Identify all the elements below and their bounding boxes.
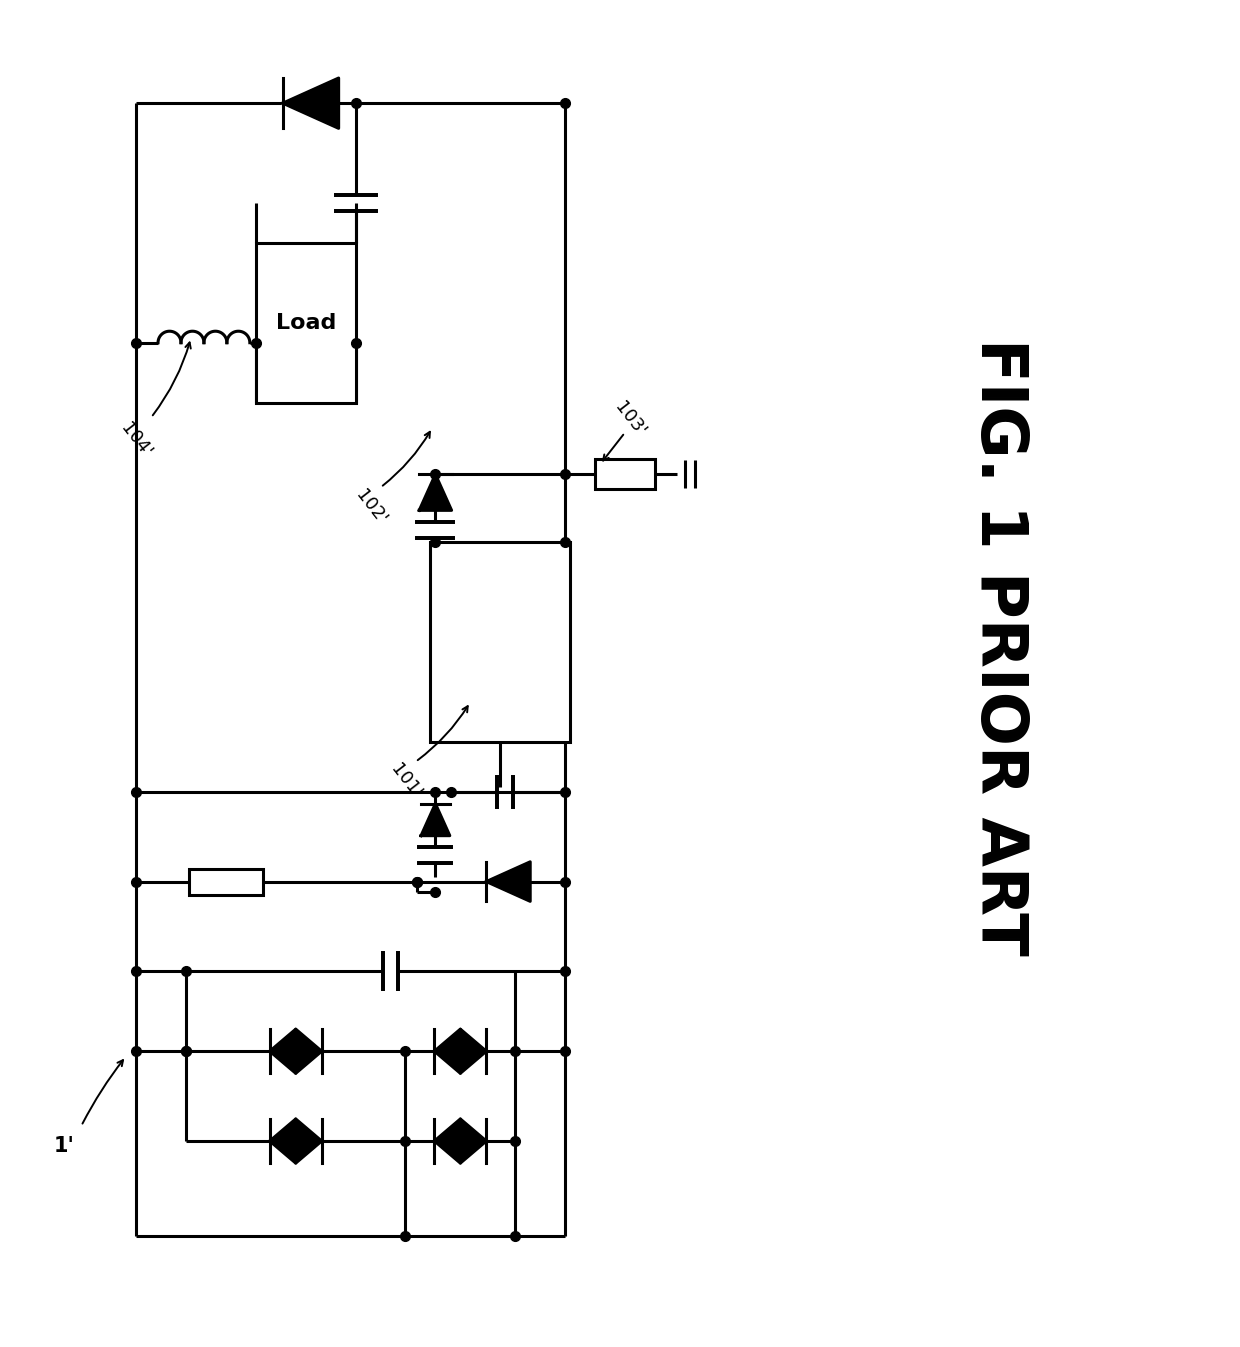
Polygon shape bbox=[419, 474, 451, 511]
Polygon shape bbox=[422, 804, 450, 835]
Polygon shape bbox=[460, 1029, 486, 1074]
Polygon shape bbox=[434, 1119, 460, 1162]
Polygon shape bbox=[295, 1029, 321, 1074]
Text: 1': 1' bbox=[53, 1136, 74, 1156]
Bar bbox=[188, 869, 263, 894]
Text: 103': 103' bbox=[611, 399, 649, 440]
Text: Load: Load bbox=[275, 313, 336, 333]
Bar bbox=[595, 459, 655, 489]
Polygon shape bbox=[434, 1029, 460, 1074]
Polygon shape bbox=[460, 1119, 486, 1162]
Text: 102': 102' bbox=[351, 486, 389, 528]
Polygon shape bbox=[270, 1119, 295, 1162]
Polygon shape bbox=[270, 1029, 295, 1074]
Polygon shape bbox=[295, 1119, 321, 1162]
Text: 101': 101' bbox=[387, 761, 424, 803]
Text: FIG. 1 PRIOR ART: FIG. 1 PRIOR ART bbox=[968, 338, 1030, 956]
Text: 104': 104' bbox=[117, 419, 155, 462]
Polygon shape bbox=[283, 78, 339, 128]
Bar bbox=[255, 242, 356, 403]
Bar bbox=[430, 543, 570, 742]
Polygon shape bbox=[486, 862, 531, 901]
